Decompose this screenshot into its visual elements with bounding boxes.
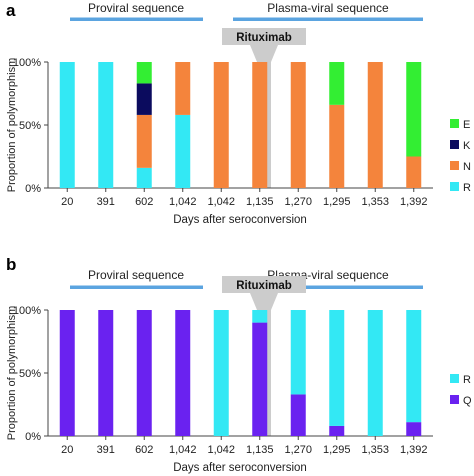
legend-swatch-Q <box>450 395 459 404</box>
x-tick-label: 1,135 <box>246 444 274 456</box>
bar-Q-7 <box>329 425 345 436</box>
bar-N-5 <box>252 62 268 188</box>
x-tick-label: 391 <box>97 444 115 456</box>
x-tick-label: 1,135 <box>246 196 274 208</box>
x-tick-label: 1,392 <box>400 444 428 456</box>
y-tick-label: 100% <box>13 305 41 317</box>
legend-label-R: R <box>463 182 471 194</box>
bar-K-2 <box>136 83 152 115</box>
bar-N-7 <box>329 104 345 188</box>
y-axis-label: Proportion of polymorphism <box>6 306 18 441</box>
x-axis-label: Days after seroconversion <box>173 214 307 226</box>
legend-swatch-R <box>450 374 459 383</box>
bar-Q-2 <box>136 310 152 436</box>
bar-N-8 <box>367 62 383 188</box>
bar-R-0 <box>59 62 75 188</box>
x-tick-label: 391 <box>97 196 115 208</box>
x-tick-label: 1,295 <box>323 196 351 208</box>
bar-R-4 <box>213 310 229 436</box>
legend-swatch-K <box>450 140 459 149</box>
plasma-line <box>233 285 423 289</box>
legend-label-E: E <box>463 119 470 131</box>
x-tick-label: 20 <box>61 196 73 208</box>
bar-R-3 <box>175 114 191 188</box>
x-tick-label: 602 <box>135 196 153 208</box>
legend-label-K: K <box>463 140 471 152</box>
proviral-label: Proviral sequence <box>88 268 184 282</box>
bar-N-2 <box>136 114 152 168</box>
y-tick-label: 0% <box>25 183 41 195</box>
y-axis-label: Proportion of polymorphism <box>6 58 18 193</box>
legend-label-R: R <box>463 374 471 386</box>
bar-R-5 <box>252 310 268 323</box>
x-tick-label: 1,353 <box>361 196 389 208</box>
bar-Q-5 <box>252 322 268 436</box>
bar-R-7 <box>329 310 345 426</box>
bar-Q-0 <box>59 310 75 436</box>
legend-label-Q: Q <box>463 395 472 407</box>
legend-swatch-E <box>450 119 459 128</box>
x-tick-label: 1,042 <box>169 196 197 208</box>
x-tick-label: 1,270 <box>284 196 312 208</box>
x-tick-label: 1,042 <box>169 444 197 456</box>
y-tick-label: 0% <box>25 431 41 443</box>
y-tick-label: 50% <box>19 368 41 380</box>
plasma-label: Plasma-viral sequence <box>267 1 389 15</box>
bar-R-9 <box>406 310 422 423</box>
bar-E-9 <box>406 62 422 157</box>
bar-R-8 <box>367 310 383 436</box>
panel-label: b <box>6 255 16 274</box>
y-tick-label: 100% <box>13 57 41 69</box>
bar-Q-9 <box>406 422 422 436</box>
bar-N-3 <box>175 62 191 115</box>
x-tick-label: 1,353 <box>361 444 389 456</box>
rituximab-label: Rituximab <box>236 280 292 292</box>
bar-Q-3 <box>175 310 191 436</box>
proviral-line <box>70 17 203 21</box>
bar-E-2 <box>136 62 152 84</box>
bar-Q-1 <box>98 310 114 436</box>
bar-R-2 <box>136 167 152 188</box>
legend-label-N: N <box>463 161 471 173</box>
bar-Q-6 <box>290 394 306 436</box>
proviral-label: Proviral sequence <box>88 1 184 15</box>
x-tick-label: 1,270 <box>284 444 312 456</box>
bar-E-7 <box>329 62 345 105</box>
bar-N-9 <box>406 156 422 188</box>
x-tick-label: 1,042 <box>207 196 235 208</box>
y-tick-label: 50% <box>19 120 41 132</box>
x-tick-label: 1,392 <box>400 196 428 208</box>
bar-N-4 <box>213 62 229 188</box>
x-tick-label: 602 <box>135 444 153 456</box>
chart-panel-a: a Proviral sequence Plasma-viral sequence R… <box>6 1 471 226</box>
legend-swatch-N <box>450 161 459 170</box>
proviral-line <box>70 285 203 289</box>
x-tick-label: 1,295 <box>323 444 351 456</box>
x-tick-label: 1,042 <box>207 444 235 456</box>
bar-N-6 <box>290 62 306 188</box>
panel-label: a <box>6 1 16 20</box>
legend-swatch-R <box>450 182 459 191</box>
x-axis-label: Days after seroconversion <box>173 462 307 474</box>
bar-R-1 <box>98 62 114 188</box>
plasma-line <box>233 17 423 21</box>
rituximab-label: Rituximab <box>236 32 292 44</box>
bar-R-6 <box>290 310 306 395</box>
x-tick-label: 20 <box>61 444 73 456</box>
